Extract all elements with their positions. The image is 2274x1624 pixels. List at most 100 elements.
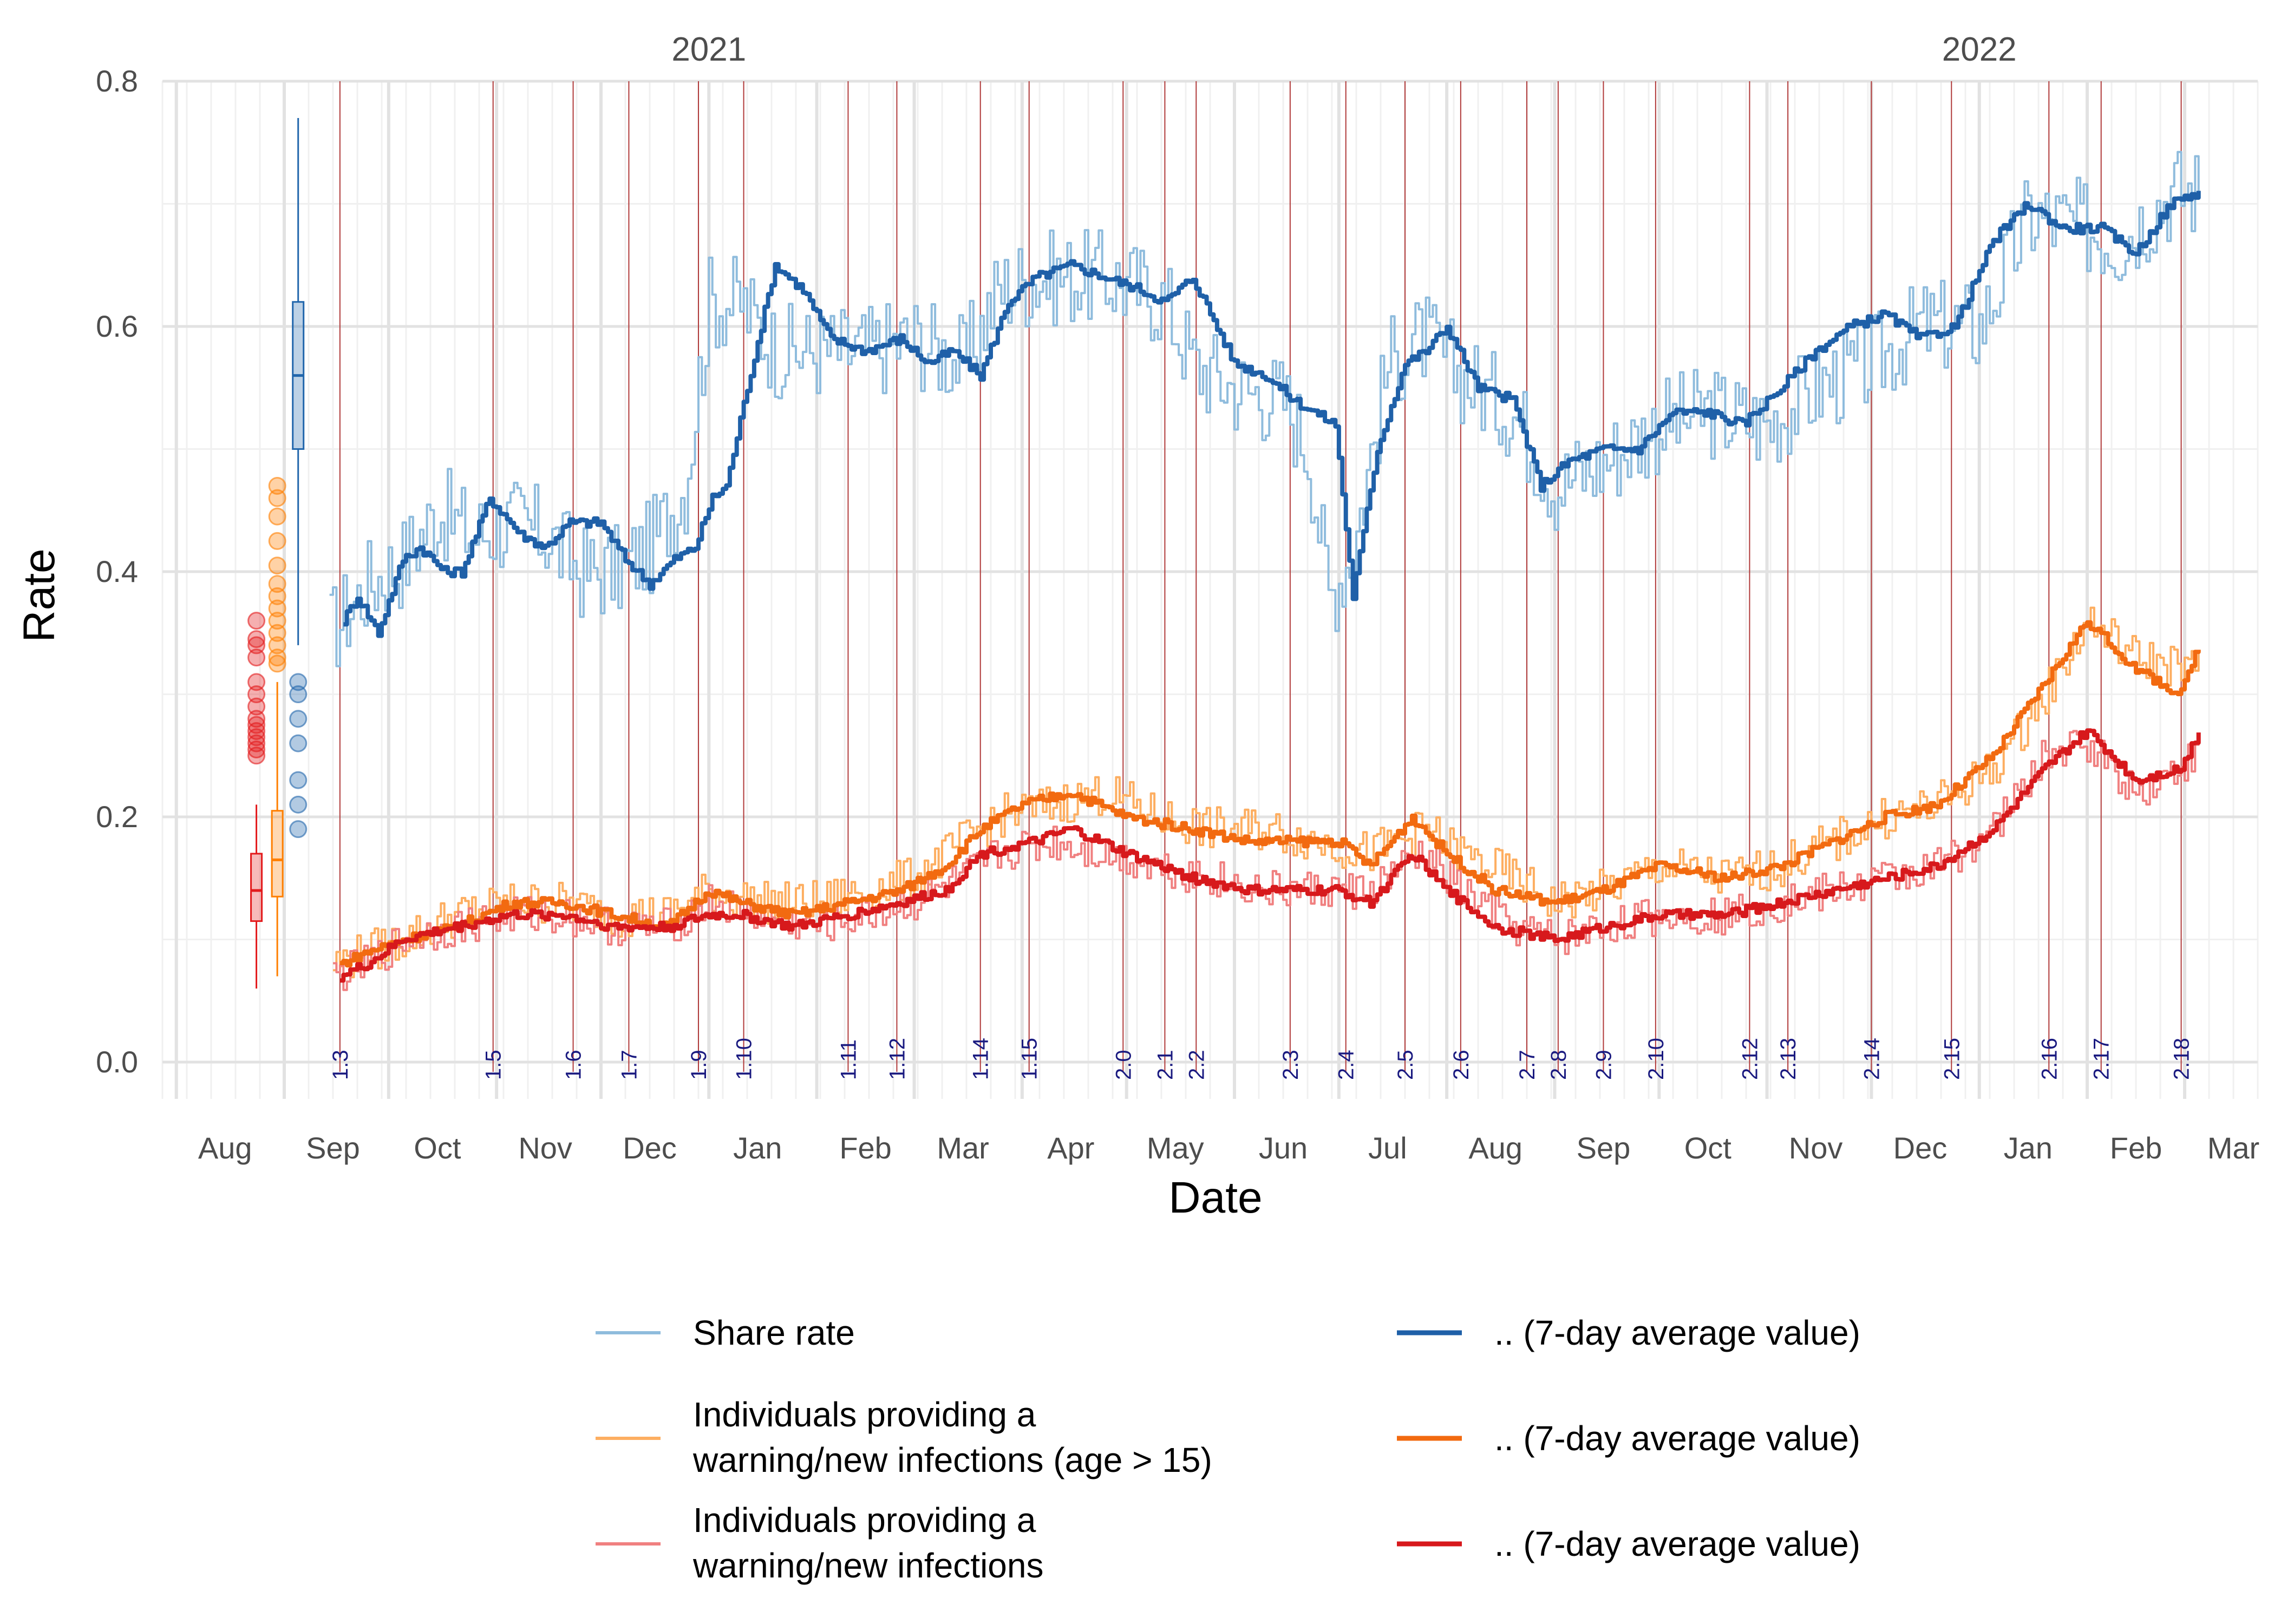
- x-tick-label: Oct: [1684, 1131, 1732, 1165]
- x-tick-label: Sep: [306, 1131, 360, 1165]
- boxplot-outlier: [268, 624, 286, 642]
- y-tick-label: 0.6: [96, 309, 138, 343]
- x-tick-label: Feb: [2110, 1131, 2162, 1165]
- version-label: 1.14: [969, 1038, 993, 1080]
- daily-series-line: [333, 606, 2200, 979]
- x-axis-title: Date: [1168, 1173, 1262, 1222]
- version-label: 2.5: [1394, 1050, 1417, 1080]
- boxplot-outlier: [247, 630, 266, 649]
- version-label: 2.3: [1279, 1050, 1303, 1080]
- y-tick-label: 0.8: [96, 64, 138, 98]
- version-label: 2.4: [1335, 1050, 1358, 1080]
- version-label: 1.5: [482, 1050, 506, 1080]
- boxplot-box: [271, 810, 284, 898]
- x-tick-label: Oct: [414, 1131, 461, 1165]
- x-tick-label: Aug: [198, 1131, 252, 1165]
- version-label: 2.13: [1776, 1038, 1800, 1080]
- x-axis-ticks: Aug Sep Oct Nov Dec Jan Feb Mar Apr May Jun Jul Aug S…: [198, 1131, 2259, 1165]
- boxplot: [289, 117, 308, 839]
- boxplot-outlier: [268, 489, 286, 507]
- boxplot-outlier: [289, 673, 308, 691]
- version-labels: 1.3 1.5 1.6 1.7 1.9 1.10 1.11 1.12 1.14 1.15 2.0 2.…: [329, 1038, 2194, 1080]
- boxplot-box: [250, 853, 263, 922]
- x-tick-label: Apr: [1047, 1131, 1094, 1165]
- legend-label: Share rate: [693, 1313, 855, 1352]
- boxplot-outlier: [247, 636, 266, 654]
- version-label: 2.7: [1515, 1050, 1539, 1080]
- y-axis-title: Rate: [15, 548, 64, 642]
- x-tick-label: Sep: [1577, 1131, 1631, 1165]
- boxplot-outlier: [247, 734, 266, 752]
- boxplot-outlier: [268, 476, 286, 495]
- version-label: 2.16: [2037, 1038, 2061, 1080]
- boxplot-layer: [247, 117, 308, 989]
- x-tick-label: Mar: [937, 1131, 989, 1165]
- legend-label: .. (7-day average value): [1494, 1419, 1860, 1458]
- boxplot: [247, 612, 266, 989]
- version-label: 2.9: [1592, 1050, 1616, 1080]
- version-label: 1.10: [733, 1038, 756, 1080]
- x-tick-label: May: [1147, 1131, 1204, 1165]
- legend-label: .. (7-day average value): [1494, 1524, 1860, 1563]
- legend-label-line: warning/new infections (age > 15): [692, 1440, 1212, 1479]
- boxplot-outlier: [247, 685, 266, 704]
- minor-grid: [161, 81, 2259, 1099]
- legend-item: .. (7-day average value): [1397, 1313, 1860, 1352]
- version-label: 1.7: [617, 1050, 641, 1080]
- legend-label: .. (7-day average value): [1494, 1313, 1860, 1352]
- daily-series-line: [329, 150, 2200, 667]
- legend-item: .. (7-day average value): [1397, 1524, 1860, 1563]
- boxplot-outlier: [268, 636, 286, 654]
- y-axis-ticks: 0.0 0.2 0.4 0.6 0.8: [96, 64, 138, 1079]
- boxplot-outlier: [247, 649, 266, 667]
- boxplot: [268, 476, 286, 977]
- series-layer: [329, 150, 2201, 991]
- version-label: 2.1: [1153, 1050, 1177, 1080]
- version-label: 1.11: [837, 1039, 860, 1080]
- boxplot-outlier: [268, 599, 286, 618]
- boxplot-outlier: [247, 697, 266, 716]
- x-tick-label: Dec: [1893, 1131, 1948, 1165]
- boxplot-outlier: [247, 746, 266, 765]
- legend-item: Share rate: [596, 1313, 855, 1352]
- boxplot-outlier: [268, 532, 286, 550]
- boxplot-outlier: [247, 740, 266, 758]
- y-tick-label: 0.4: [96, 554, 138, 588]
- x-tick-label: Jan: [733, 1131, 782, 1165]
- boxplot-outlier: [289, 685, 308, 704]
- year-label: 2022: [1942, 31, 2017, 68]
- boxplot-outlier: [289, 734, 308, 752]
- boxplot-outlier: [268, 612, 286, 630]
- version-label: 1.3: [329, 1050, 352, 1080]
- legend-item: .. (7-day average value): [1397, 1419, 1860, 1458]
- daily-series-line: [333, 730, 2200, 991]
- version-label: 1.12: [885, 1038, 909, 1080]
- year-labels: 2021 2022: [671, 31, 2016, 68]
- y-tick-label: 0.0: [96, 1045, 138, 1079]
- version-label: 2.17: [2090, 1038, 2114, 1080]
- x-tick-label: Aug: [1468, 1131, 1522, 1165]
- boxplot-outlier: [247, 728, 266, 746]
- boxplot-outlier: [289, 795, 308, 814]
- x-tick-label: Nov: [518, 1131, 572, 1165]
- x-tick-label: Dec: [623, 1131, 677, 1165]
- boxplot-outlier: [268, 649, 286, 667]
- legend-label-line: Individuals providing a: [693, 1501, 1036, 1540]
- version-label: 2.10: [1644, 1038, 1668, 1080]
- x-tick-label: Jul: [1368, 1131, 1407, 1165]
- x-tick-label: Feb: [839, 1131, 892, 1165]
- legend-label-line: Individuals providing a: [693, 1395, 1036, 1434]
- y-tick-label: 0.2: [96, 800, 138, 834]
- average-series-line: [343, 191, 2201, 638]
- boxplot-outlier: [268, 556, 286, 575]
- x-tick-label: Nov: [1789, 1131, 1843, 1165]
- boxplot-outlier: [268, 575, 286, 593]
- legend-label-line: warning/new infections: [692, 1546, 1043, 1585]
- boxplot-outlier: [289, 820, 308, 839]
- version-label: 1.15: [1018, 1038, 1042, 1080]
- version-label: 1.6: [562, 1050, 586, 1080]
- x-tick-label: Jun: [1259, 1131, 1308, 1165]
- boxplot-outlier: [247, 722, 266, 740]
- version-label: 2.0: [1112, 1050, 1135, 1080]
